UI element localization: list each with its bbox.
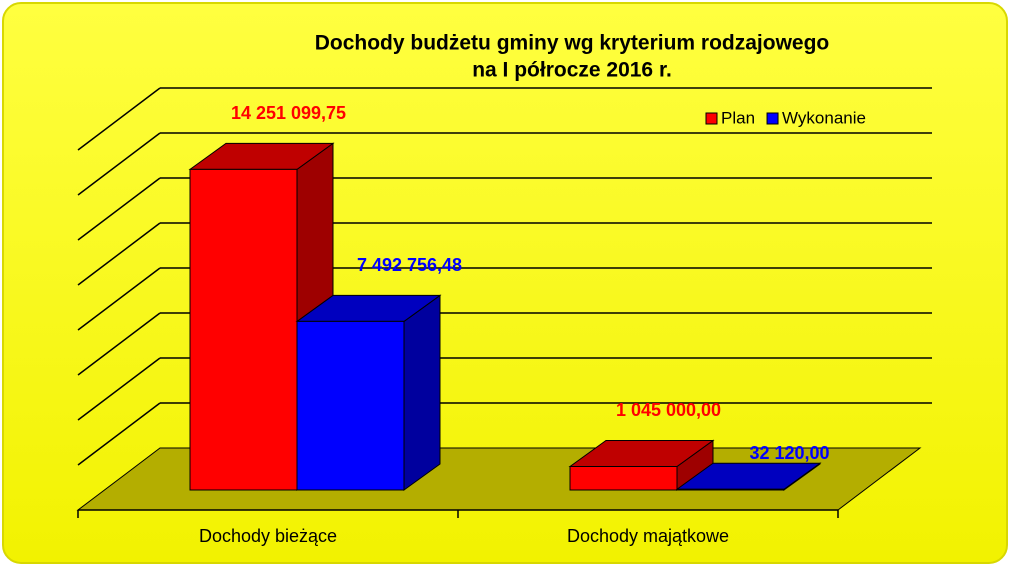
grid-line (77, 132, 161, 196)
chart-title: Dochody budżetu gminy wg kryterium rodza… (315, 32, 830, 55)
grid-line (77, 357, 161, 421)
data-label: 7 492 756,48 (357, 255, 462, 275)
grid-line (77, 87, 161, 151)
legend-label: Wykonanie (782, 108, 866, 127)
bar-front (296, 320, 405, 491)
x-tick-label: Dochody majątkowe (567, 526, 729, 546)
data-label: 32 120,00 (749, 443, 829, 463)
x-tick-label: Dochody bieżące (199, 526, 337, 546)
bar (568, 439, 715, 491)
grid-line (77, 402, 161, 466)
bar (675, 462, 822, 491)
grid-line (77, 267, 161, 331)
bar (295, 294, 442, 491)
legend-swatch (705, 112, 718, 125)
bar-side (403, 294, 441, 491)
bar-front (189, 168, 298, 491)
grid-line (77, 312, 161, 376)
data-label: 14 251 099,75 (231, 103, 346, 123)
legend-swatch (766, 112, 779, 125)
grid-line (77, 222, 161, 286)
chart-title: na I półrocze 2016 r. (472, 59, 672, 82)
legend-label: Plan (721, 108, 755, 127)
data-label: 1 045 000,00 (616, 400, 721, 420)
grid-line (77, 177, 161, 241)
bar-front (569, 465, 678, 491)
bar-front (676, 488, 785, 491)
